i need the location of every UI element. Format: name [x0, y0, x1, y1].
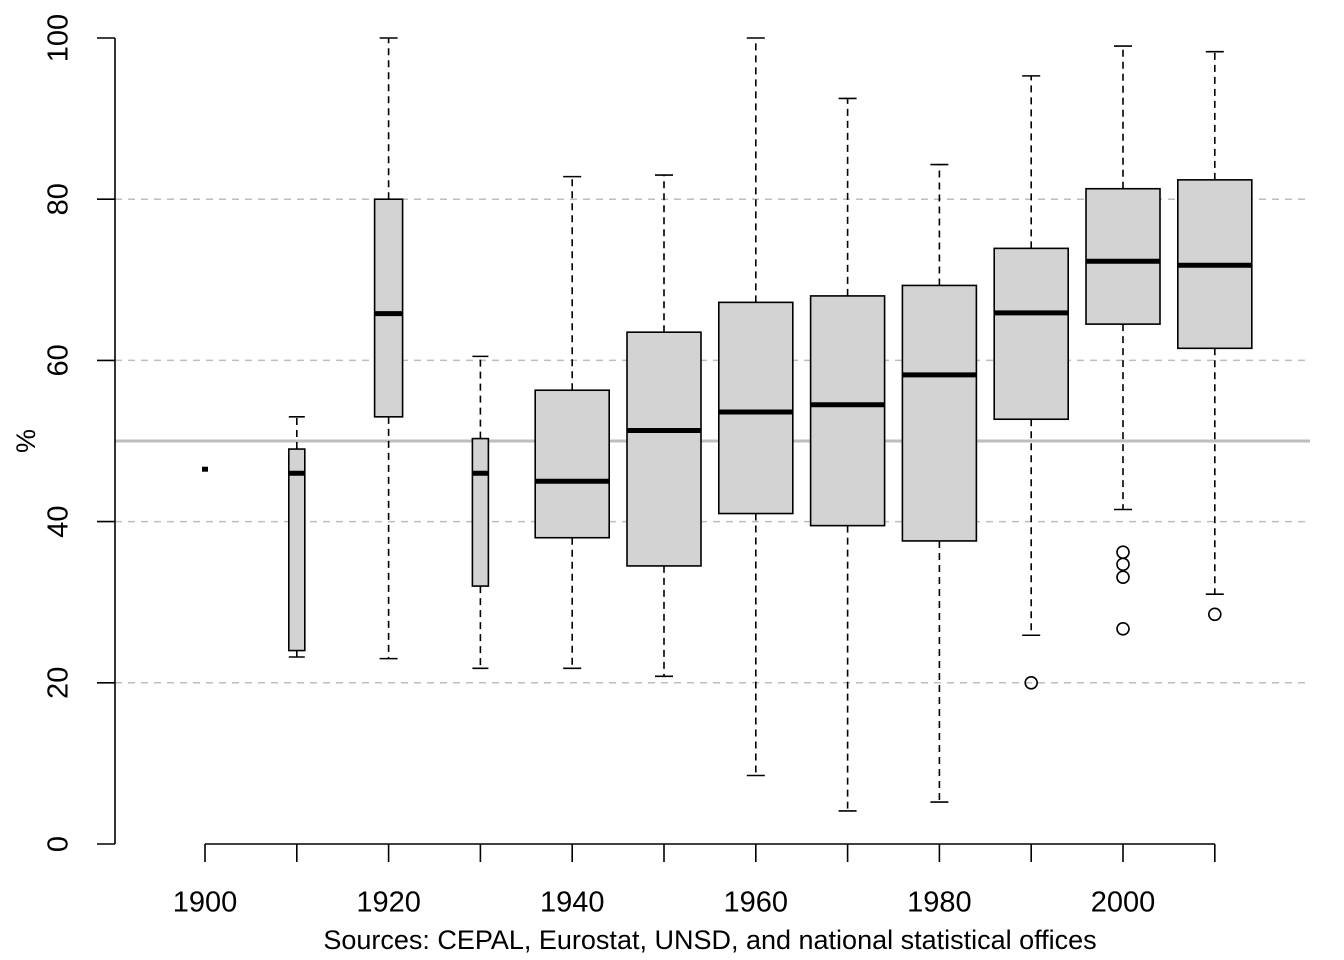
y-tick-label-20: 20: [43, 667, 75, 699]
iqr-box-2000: [1085, 187, 1161, 325]
outlier-1990-0: [1024, 675, 1038, 690]
iqr-box-1940: [534, 389, 611, 539]
box-2010: [1177, 50, 1253, 622]
x-tick-label-1980: 1980: [907, 887, 972, 919]
box-1930: [471, 355, 490, 670]
x-tick-label-2000: 2000: [1091, 887, 1156, 919]
y-tick-label-0: 0: [43, 836, 75, 852]
iqr-box-1910: [287, 448, 306, 652]
source-note: Sources: CEPAL, Eurostat, UNSD, and nati…: [323, 925, 1096, 955]
y-axis-label: %: [11, 429, 41, 453]
box-1940: [534, 175, 611, 670]
outlier-2000-0: [1116, 545, 1130, 560]
iqr-box-1990: [993, 247, 1070, 421]
iqr-box-1970: [809, 295, 886, 527]
y-tick-label-100: 100: [43, 14, 75, 62]
outlier-2000-3: [1116, 621, 1130, 636]
iqr-box-1960: [717, 301, 794, 515]
x-tick-label-1920: 1920: [356, 887, 421, 919]
x-tick-label-1900: 1900: [173, 887, 238, 919]
iqr-box-1920: [373, 198, 404, 418]
boxplot-group: [202, 37, 1253, 812]
box-1950: [626, 174, 702, 678]
x-tick-label-1940: 1940: [540, 887, 605, 919]
iqr-box-1980: [901, 284, 978, 542]
outlier-2000-2: [1116, 570, 1130, 585]
y-tick-label-80: 80: [43, 183, 75, 215]
iqr-box-1950: [626, 331, 702, 567]
x-tick-label-1960: 1960: [724, 887, 789, 919]
box-1920: [373, 37, 404, 660]
box-1970: [809, 97, 886, 812]
iqr-box-1930: [471, 437, 490, 587]
y-tick-label-60: 60: [43, 344, 75, 376]
box-2000: [1085, 45, 1161, 636]
box-1990: [993, 75, 1070, 690]
y-tick-label-40: 40: [43, 505, 75, 537]
box-1910: [287, 416, 306, 658]
box-1960: [717, 37, 794, 777]
gridlines: [115, 198, 1310, 684]
outlier-2010-0: [1208, 607, 1222, 622]
box-1980: [901, 163, 978, 803]
outlier-2000-1: [1116, 557, 1130, 572]
axes: 0 20 40 60 80 100 1900 1920 1940 1960 1980 2000: [43, 14, 1216, 919]
